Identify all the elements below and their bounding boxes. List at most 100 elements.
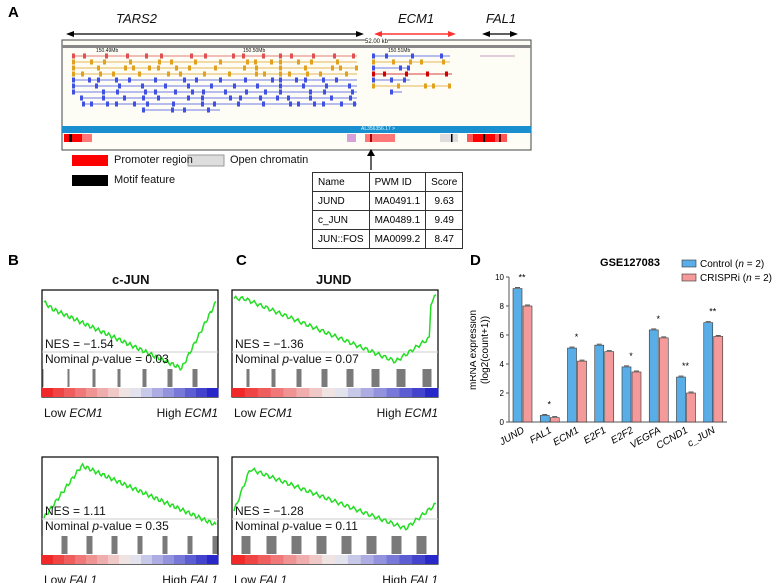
exon [202, 89, 205, 95]
transcript [372, 71, 452, 77]
exon [164, 83, 167, 89]
exon [390, 77, 393, 83]
exon [72, 77, 75, 83]
exon [187, 83, 190, 89]
panel-label-b: B [8, 252, 19, 269]
rank-gradient-cell [412, 388, 426, 397]
exon [204, 53, 207, 59]
gene-arrows [66, 31, 518, 37]
enrichment-curve [233, 467, 437, 531]
rank-gradient-cell [207, 555, 219, 564]
exon [97, 77, 100, 83]
exon [106, 101, 109, 107]
bar-CCND1-control [676, 376, 686, 423]
exon [148, 65, 151, 71]
rank-gradient-cell [412, 555, 426, 564]
transcript [82, 101, 357, 107]
legend-swatch [681, 259, 697, 268]
exon [385, 53, 388, 59]
exon [175, 65, 178, 71]
gsea-plots [41, 289, 439, 565]
exon [289, 101, 292, 107]
exon [132, 65, 135, 71]
exon [442, 59, 445, 65]
y-tick-label: 4 [500, 360, 505, 369]
enrichment-curve [43, 299, 217, 371]
exon [297, 59, 300, 65]
exon [271, 77, 274, 83]
legend-swatch-promoter [72, 155, 108, 166]
exon [279, 83, 282, 89]
rank-gradient-cell [244, 388, 259, 397]
rank-gradient-cell [119, 555, 131, 564]
exon [203, 71, 206, 77]
low-label: Low FAL1 [44, 573, 98, 583]
exon [288, 71, 291, 77]
exon [213, 101, 216, 107]
exon [352, 53, 355, 59]
exon [246, 59, 249, 65]
exon [171, 107, 174, 113]
y-axis-label: mRNA expression(log2(count+1)) [470, 310, 491, 390]
y-tick-label: 6 [500, 331, 505, 340]
exon [194, 59, 197, 65]
exon [88, 77, 91, 83]
col-name: Name [312, 172, 370, 192]
pwm-table: Name PWM ID Score JUND MA0491.1 9.63 c_JUN MA… [312, 172, 464, 249]
exon [372, 65, 375, 71]
panel-label-d: D [470, 252, 481, 269]
exon [239, 95, 242, 101]
high-label: High ECM1 [156, 406, 218, 420]
exon [372, 83, 375, 89]
chart-title: GSE127083 [600, 257, 660, 269]
rank-gradient-cell [360, 555, 375, 564]
rank-gradient-cell [399, 388, 413, 397]
bar-FAL1-control [539, 415, 550, 423]
exon [219, 77, 222, 83]
gsea-plot [231, 456, 439, 565]
exon [339, 65, 342, 71]
exon [245, 89, 248, 95]
bar-c_JUN-crispri [713, 336, 724, 423]
exon [115, 77, 118, 83]
rank-gradient-cell [97, 555, 109, 564]
exon [242, 53, 245, 59]
exon [154, 77, 157, 83]
exon [279, 59, 282, 65]
exon [424, 83, 427, 89]
exon [264, 89, 267, 95]
x-tick-label: E2F1 [582, 425, 608, 446]
rank-gradient-cell [309, 388, 323, 397]
rank-gradient-cell [108, 555, 120, 564]
exon [138, 71, 141, 77]
exon [345, 71, 348, 77]
genome-browser [61, 31, 532, 186]
gsea-plot [231, 289, 439, 398]
rank-gradient-cell [232, 388, 246, 397]
exon [142, 95, 145, 101]
rank-gradient-cell [53, 388, 65, 397]
legend-swatch-motif [72, 175, 108, 186]
rank-gradient-cell [119, 388, 131, 397]
exon [157, 65, 160, 71]
rank-gradient-cell [425, 388, 439, 397]
exon [228, 71, 231, 77]
exon [116, 89, 119, 95]
table-row: JUND MA0491.1 9.63 [312, 191, 464, 211]
bar-JUND-control [512, 288, 523, 423]
exon [201, 95, 204, 101]
rank-gradient-cell [64, 388, 76, 397]
exon [80, 95, 83, 101]
nes-label: NES = −1.28 [235, 504, 304, 518]
high-label: High FAL1 [162, 573, 218, 583]
rank-gradient-cell [360, 388, 375, 397]
exon [372, 59, 375, 65]
rank-gradient-cell [174, 388, 186, 397]
exon [304, 77, 307, 83]
high-label: High ECM1 [376, 406, 438, 420]
exon [172, 101, 175, 107]
bar-E2F2-control [621, 366, 632, 423]
exon [263, 71, 266, 77]
exon [82, 101, 85, 107]
